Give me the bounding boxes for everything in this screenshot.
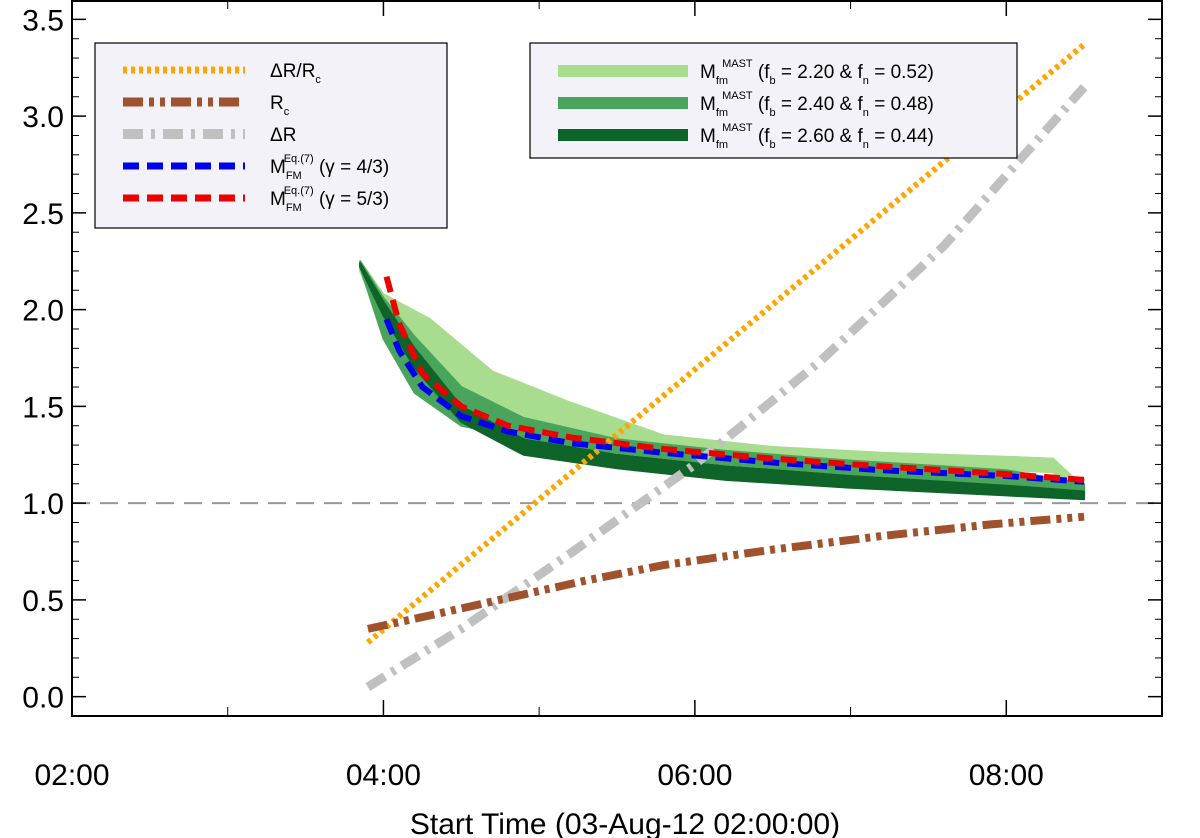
legend-left-label-1: ΔR/Rc [270,61,321,86]
y-tick-label: 2.5 [22,198,64,231]
y-tick-label: 1.0 [22,488,64,521]
x-tick-label: 08:00 [969,759,1044,792]
legend-right-label-2: MfmMAST (fb = 2.40 & fn = 0.48) [700,90,934,119]
legend-right-label-1: MfmMAST (fb = 2.20 & fn = 0.52) [700,58,934,87]
y-tick-label: 2.0 [22,295,64,328]
axes-layer: 0.0 0.5 1.0 1.5 2.0 2.5 3.0 3.5 02:00 04:00 06:00 0… [22,0,1163,792]
y-tick-label: 3.5 [22,4,64,37]
series-line-2 [367,512,1085,633]
y-tick-label: 0.0 [22,682,64,715]
y-tick-label: 1.5 [22,391,64,424]
legend-layer: ΔR/Rc Rc ΔR MFMEq.(7) (γ = 4/3) MFMEq.(7) (γ… [94,42,1018,229]
series-line-3 [365,84,1088,691]
x-axis-title: Start Time (03-Aug-12 02:00:00) [410,808,840,838]
series-line-4 [383,318,1085,485]
x-tick-label: 02:00 [34,759,109,792]
legend-left-label-3: ΔR [270,125,296,146]
legend-left-label-4: MFMEq.(7) (γ = 4/3) [270,153,389,182]
bands-layer [359,260,1086,501]
y-tick-label: 0.5 [22,585,64,618]
series-line-5 [383,275,1085,483]
plot-frame [71,0,1163,717]
x-tick-label: 06:00 [657,759,732,792]
legend-right-label-3: MfmMAST (fb = 2.60 & fn = 0.44) [700,122,934,151]
x-tick-label: 04:00 [346,759,421,792]
legend-left-label-2: Rc [270,93,290,118]
legend-left-label-5: MFMEq.(7) (γ = 5/3) [270,185,389,214]
y-tick-label: 3.0 [22,101,64,134]
